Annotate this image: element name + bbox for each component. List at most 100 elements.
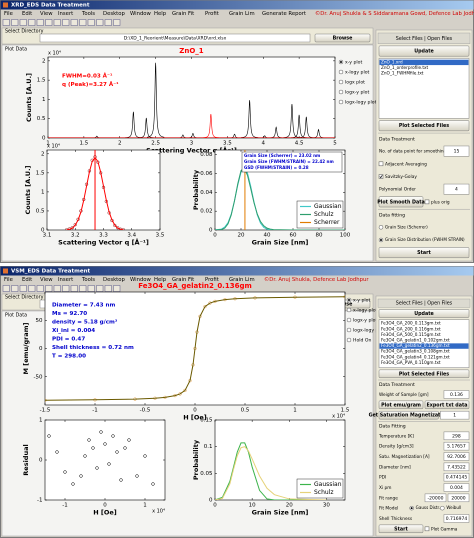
input-field[interactable] [443,390,470,399]
radio-label[interactable]: Grain Size (Scherrer) [385,224,428,229]
input-field[interactable] [443,441,470,451]
button-label[interactable]: Export txt data [427,402,468,408]
button-label[interactable]: Plot Selected Files [399,123,449,129]
radio-button[interactable] [338,89,344,95]
menu-item[interactable]: Insert [58,11,73,17]
toolbar-icon[interactable] [104,285,112,292]
file-item[interactable]: Fe3O4_GA_gelatin3_0.108gm.txt [381,349,450,354]
button-label[interactable]: Start [394,526,408,532]
button[interactable] [378,247,470,259]
checkbox[interactable] [424,199,430,205]
button-label[interactable]: Start [417,250,431,256]
button-label[interactable]: Browse [333,36,354,42]
plot-option[interactable]: Hold On [353,338,372,344]
file-item[interactable]: ZnO_1.xrd [381,59,403,64]
plot-option[interactable]: logx-y plot [345,90,369,96]
file-item[interactable]: Fe3O4_GA_200_0.113gm.txt [381,321,441,326]
toolbar-icon[interactable] [2,285,10,292]
menu-item[interactable]: Generate Report [262,11,306,17]
menu-item[interactable]: Grain Lim [229,277,255,283]
file-item[interactable]: Fe3O4_GA_gelatin2_0.136gm.txt [381,343,450,348]
menu-item[interactable]: View [40,11,53,17]
checkbox-label[interactable]: Adjacent Averaging [385,161,427,167]
toolbar-icon[interactable] [28,19,36,26]
radio-label[interactable]: Grain Size Distribution (FWHM STRAIN) [385,237,465,242]
button[interactable] [378,45,470,57]
menu-item[interactable]: Edit [22,277,32,283]
file-item[interactable]: Fe3O4_GA_gelatin4_0.121gm.txt [381,354,450,359]
button[interactable] [378,369,470,379]
toolbar-icon[interactable] [36,19,44,26]
file-item[interactable]: ZnO_1_orderprofile.txt [381,65,429,70]
toolbar-icon[interactable] [87,19,95,26]
plot-option[interactable]: x-y plot [345,60,362,66]
checkbox[interactable] [378,174,384,179]
toolbar-icon[interactable] [45,285,53,292]
toolbar-icon[interactable] [11,19,19,26]
radio-label[interactable]: Gauss Distr. [416,505,440,510]
radio-button[interactable] [378,225,384,230]
input-field[interactable] [440,410,470,420]
menu-item[interactable]: Window [130,277,152,283]
toolbar-icon[interactable] [96,285,104,292]
input-field[interactable] [443,472,470,482]
radio-button[interactable] [338,99,344,105]
button-label[interactable]: Update [414,311,434,317]
button-label[interactable]: Plot Selected Files [399,371,449,377]
toolbar-icon[interactable] [70,19,78,26]
directory-box[interactable] [39,33,311,43]
menu-item[interactable]: Window [130,11,152,17]
checkbox-label[interactable]: plus orig [431,199,450,205]
toolbar-icon[interactable] [79,19,87,26]
button-label[interactable]: Get Saturation Magnetization [369,413,450,419]
plot-option[interactable]: x-logy plot [345,70,370,76]
input-field[interactable] [447,493,470,503]
toolbar-icon[interactable] [28,285,36,292]
menu-item[interactable]: Grain Fit [172,11,194,17]
radio-button[interactable] [346,317,352,323]
input-field[interactable] [443,183,470,195]
input-field[interactable] [443,431,470,441]
menu-item[interactable]: Desktop [103,277,125,283]
toolbar-icon[interactable] [53,19,61,26]
file-item[interactable]: Fe3O4_GA_200_0.116gm.txt [381,326,441,331]
input-field[interactable] [424,493,447,503]
radio-label[interactable]: Weibull [446,505,461,510]
button[interactable] [378,400,424,410]
menu-item[interactable]: File [4,277,13,283]
file-item[interactable]: Fe3O4_GA_500_0.115gm.txt [381,332,441,337]
button[interactable] [424,400,470,410]
menu-item[interactable]: Help [154,11,167,17]
toolbar-icon[interactable] [45,19,53,26]
file-item[interactable]: Fe3O4_GA_PVA_0.110gm.txt [381,360,441,365]
button[interactable] [378,410,439,420]
radio-button[interactable] [440,505,445,511]
menu-item[interactable]: Grain Lim [229,11,255,17]
toolbar-icon[interactable] [62,285,70,292]
toolbar-icon[interactable] [36,285,44,292]
button[interactable] [378,196,424,208]
checkbox-label[interactable]: Savitzky-Golay [385,174,417,180]
button-label[interactable]: Update [414,49,434,55]
toolbar-icon[interactable] [113,285,121,292]
input-field[interactable] [443,452,470,461]
plot-option[interactable]: x-logy plot [353,308,378,314]
menu-item[interactable]: Profit [205,11,219,17]
button[interactable] [378,309,470,318]
toolbar-icon[interactable] [62,19,70,26]
menu-item[interactable]: Grain Fit [172,277,194,283]
tab-header[interactable] [377,298,471,308]
input-field[interactable] [443,514,470,523]
toolbar-icon[interactable] [53,285,61,292]
tab-header[interactable] [377,32,471,44]
radio-button[interactable] [338,79,344,85]
menu-item[interactable]: Edit [22,11,32,17]
radio-button[interactable] [346,337,352,343]
button-label[interactable]: Plot Smooth Data [377,199,425,205]
button[interactable] [378,524,424,534]
plot-option[interactable]: logx-logy plot [345,100,377,106]
toolbar-icon[interactable] [11,285,19,292]
button[interactable] [378,120,470,132]
toolbar-icon[interactable] [96,19,104,26]
menu-item[interactable]: Insert [58,277,73,283]
